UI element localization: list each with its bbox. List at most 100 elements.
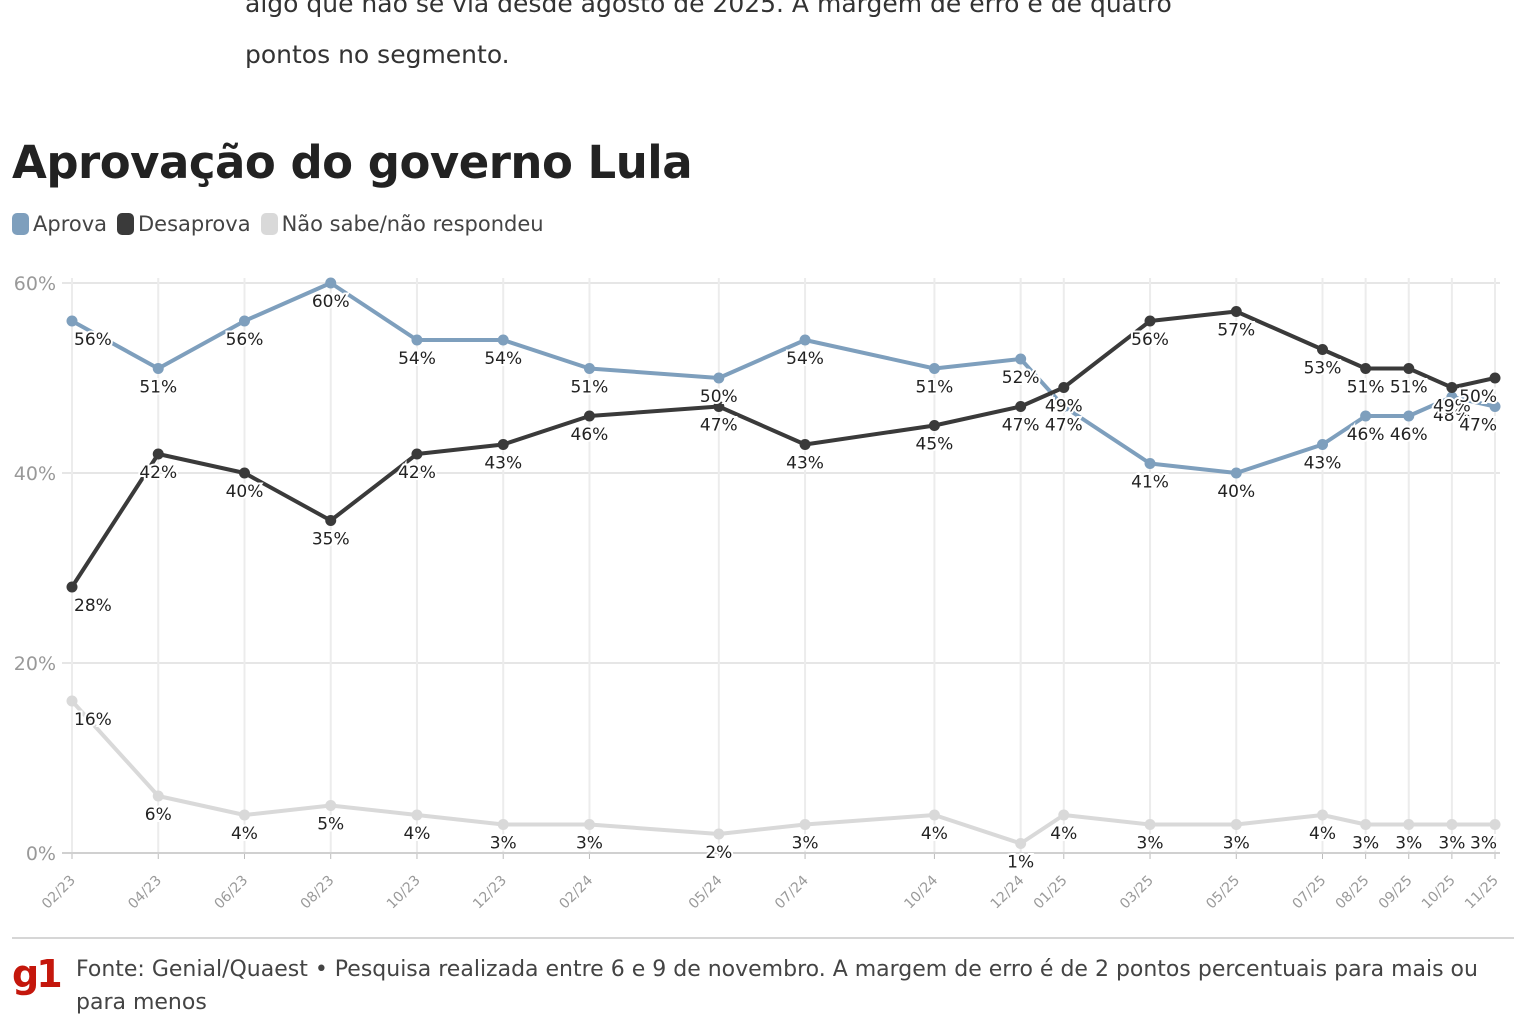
data-label-aprova: 43% [1304,454,1342,474]
x-tick-label: 11/25 [1462,873,1502,913]
legend-label-desaprova: Desaprova [138,212,251,236]
data-label-nao-sabe: 4% [1309,824,1336,844]
data-label-aprova: 52% [1002,368,1040,388]
x-tick-label: 12/23 [470,873,510,913]
data-label-nao-sabe: 5% [317,815,344,835]
article-intro-text: algo que não se via desde agosto de 2025… [245,0,1172,69]
data-point-nao-sabe [1144,819,1156,830]
data-label-desaprova: 46% [571,425,609,445]
data-label-nao-sabe: 4% [921,824,948,844]
data-point-aprova [238,315,250,327]
x-tick-label: 02/23 [39,873,79,913]
legend-item-aprova[interactable]: Aprova [12,212,107,236]
data-label-desaprova: 49% [1433,397,1471,417]
data-point-nao-sabe [1058,809,1070,821]
chart-legend: Aprova Desaprova Não sabe/não respondeu [12,212,554,236]
legend-item-desaprova[interactable]: Desaprova [117,212,251,236]
x-tick-label: 08/25 [1333,873,1373,913]
data-point-aprova [152,363,164,374]
x-tick-label: 10/23 [384,873,424,913]
data-point-nao-sabe [152,790,164,802]
data-point-aprova [799,334,811,346]
data-point-nao-sabe [928,809,940,821]
data-point-nao-sabe [1317,809,1329,821]
data-label-aprova: 60% [312,292,350,312]
data-label-nao-sabe: 3% [1438,834,1465,854]
data-label-aprova: 46% [1390,425,1428,445]
series-line-aprova [70,281,1497,475]
data-label-aprova: 54% [398,349,436,369]
x-tick-label: 09/25 [1376,873,1416,913]
x-tick-label: 06/23 [211,873,251,913]
data-point-aprova [1317,439,1329,450]
data-point-nao-sabe [66,695,78,707]
data-point-aprova [497,334,509,346]
data-point-desaprova [1144,315,1156,327]
x-tick-label: 02/24 [556,872,596,912]
legend-item-nao-sabe[interactable]: Não sabe/não respondeu [260,212,544,236]
data-point-desaprova [325,515,337,526]
data-label-aprova: 51% [571,378,609,398]
data-label-desaprova: 50% [1459,387,1497,407]
data-point-desaprova [928,420,940,431]
data-label-aprova: 40% [1217,482,1255,502]
data-point-aprova [583,363,595,374]
data-label-nao-sabe: 3% [1395,834,1422,854]
data-point-desaprova [1058,382,1070,393]
data-point-nao-sabe [325,800,337,811]
data-point-desaprova [497,439,509,450]
data-label-aprova: 56% [74,330,112,350]
g1-logo[interactable]: g1 [12,952,63,996]
x-tick-label: 07/25 [1289,873,1329,913]
data-point-desaprova [66,581,78,593]
data-label-desaprova: 47% [1002,416,1040,436]
legend-label-nao-sabe: Não sabe/não respondeu [281,212,544,236]
data-label-desaprova: 42% [398,463,436,483]
data-label-desaprova: 35% [312,530,350,550]
data-label-nao-sabe: 3% [576,834,603,854]
x-tick-label: 12/24 [988,872,1028,912]
data-label-aprova: 51% [916,378,954,398]
data-label-nao-sabe: 1% [1007,853,1034,873]
data-point-desaprova [1230,306,1242,317]
data-point-desaprova [238,467,250,479]
footer-divider [12,937,1514,939]
x-tick-label: 01/25 [1031,873,1071,913]
data-point-desaprova [799,439,811,450]
data-label-desaprova: 49% [1045,397,1083,417]
chart-title: Aprovação do governo Lula [12,136,693,189]
data-label-nao-sabe: 3% [792,834,819,854]
data-label-desaprova: 45% [916,435,954,455]
data-point-nao-sabe [713,828,725,840]
data-point-aprova [66,315,78,327]
data-point-aprova [1489,401,1501,412]
data-label-desaprova: 57% [1217,321,1255,341]
data-label-aprova: 54% [786,349,824,369]
data-point-aprova [1360,410,1372,422]
data-label-nao-sabe: 3% [1223,834,1250,854]
data-point-aprova [713,372,725,384]
data-point-desaprova [713,401,725,412]
legend-swatch-desaprova [117,213,135,235]
data-point-desaprova [1360,363,1372,374]
data-label-nao-sabe: 2% [705,843,732,863]
x-tick-label: 08/23 [298,873,338,913]
legend-swatch-aprova [12,213,29,235]
data-point-nao-sabe [497,819,509,830]
x-tick-label: 07/24 [772,872,812,912]
data-label-desaprova: 28% [74,596,112,616]
data-label-aprova: 41% [1131,473,1169,493]
data-point-desaprova [1446,382,1458,393]
data-label-nao-sabe: 3% [1137,834,1164,854]
data-point-nao-sabe [1489,819,1501,830]
x-tick-label: 04/23 [125,873,165,913]
data-label-aprova: 46% [1347,425,1385,445]
data-point-aprova [1058,401,1070,412]
data-point-aprova [1230,467,1242,479]
series-line-nao-sabe [70,699,1497,846]
data-label-aprova: 54% [484,349,522,369]
data-point-aprova [928,363,940,374]
data-point-desaprova [411,448,423,460]
data-label-nao-sabe: 6% [145,805,172,825]
data-point-desaprova [583,410,595,422]
